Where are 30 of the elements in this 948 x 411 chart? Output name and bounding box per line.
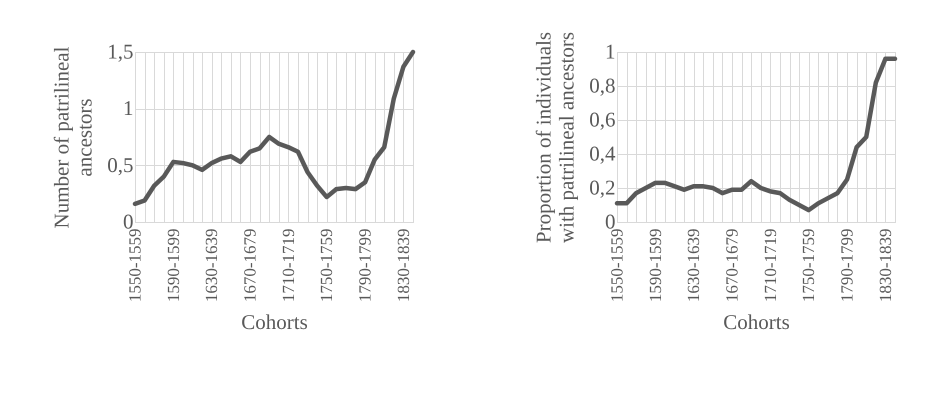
x-tick-label: 1590-1599 bbox=[646, 228, 665, 302]
y-tick-label: 0,6 bbox=[589, 108, 616, 132]
x-tick-label: 1790-1799 bbox=[356, 228, 375, 302]
x-axis-title: Cohorts bbox=[723, 310, 790, 334]
y-tick-label: 1 bbox=[123, 96, 134, 120]
y-tick-label: 0,5 bbox=[107, 152, 134, 177]
x-tick-label: 1550-1559 bbox=[608, 228, 626, 302]
x-tick-label: 1750-1759 bbox=[799, 228, 818, 302]
x-tick-label: 1710-1719 bbox=[278, 228, 298, 302]
y-axis-title: Proportion of individuals with patrilineal ancestors bbox=[531, 32, 578, 244]
y-tick-label: 0,8 bbox=[589, 74, 616, 98]
x-tick-label: 1830-1839 bbox=[394, 228, 413, 302]
y-tick-label: 1 bbox=[605, 40, 616, 64]
x-tick-label: 1630-1639 bbox=[202, 228, 222, 302]
x-tick-label: 1670-1679 bbox=[240, 228, 260, 302]
y-tick-label: 0,2 bbox=[589, 176, 616, 200]
x-tick-label: 1830-1839 bbox=[876, 228, 895, 302]
x-tick-label: 1630-1639 bbox=[684, 228, 704, 302]
x-tick-label: 1790-1799 bbox=[838, 228, 857, 302]
y-tick-label: 1,5 bbox=[107, 40, 134, 64]
x-tick-label: 1670-1679 bbox=[722, 228, 742, 302]
y-axis-title: Number of patrilineal ancestors bbox=[49, 46, 96, 228]
line-series bbox=[132, 50, 416, 206]
x-tick-label: 1750-1759 bbox=[317, 228, 336, 302]
x-tick-label: 1710-1719 bbox=[760, 228, 780, 302]
x-axis-title: Cohorts bbox=[241, 310, 308, 334]
x-tick-label: 1550-1559 bbox=[126, 228, 144, 302]
line-series bbox=[614, 56, 898, 212]
x-tick-label: 1590-1599 bbox=[164, 228, 183, 302]
y-tick-label: 0,4 bbox=[589, 142, 616, 166]
